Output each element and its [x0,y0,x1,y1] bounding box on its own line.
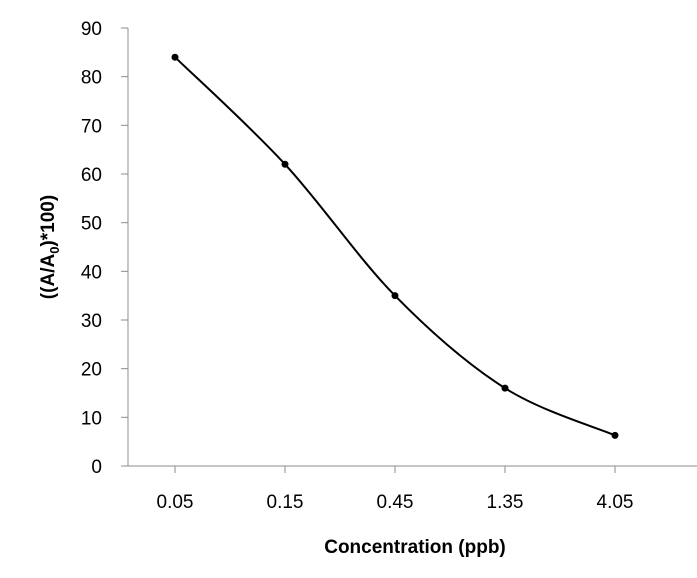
data-point [501,384,509,392]
x-tick-label: 0.05 [157,492,194,513]
y-axis: 0 10 20 30 40 50 60 70 80 90 [81,19,129,478]
x-axis: 0.05 0.15 0.45 1.35 4.05 [128,465,697,513]
y-tick-label: 10 [81,408,102,429]
y-axis-title-subscript: 0 [47,247,62,254]
data-point [611,431,619,439]
x-axis-title: Concentration (ppb) [324,537,506,558]
y-tick-label: 40 [81,262,102,283]
plot-area [171,53,619,439]
x-tick-label: 1.35 [487,492,524,513]
x-tick-label: 4.05 [597,492,634,513]
data-point [281,160,289,168]
y-axis-title-suffix: )*100) [38,195,59,247]
data-point [391,292,399,300]
y-tick-label: 90 [81,19,102,40]
y-tick-label: 30 [81,311,102,332]
series-line [174,56,616,437]
x-tick-label: 0.45 [377,492,414,513]
y-tick-label: 60 [81,165,102,186]
y-tick-label: 70 [81,116,102,137]
y-tick-label: 0 [91,457,102,478]
data-point [171,53,179,61]
y-axis-title: ((A/A0)*100) [38,195,62,299]
y-tick-label: 80 [81,68,102,89]
y-tick-label: 20 [81,360,102,381]
y-tick-label: 50 [81,214,102,235]
y-axis-title-prefix: ((A/A [38,254,59,300]
x-tick-label: 0.15 [267,492,304,513]
